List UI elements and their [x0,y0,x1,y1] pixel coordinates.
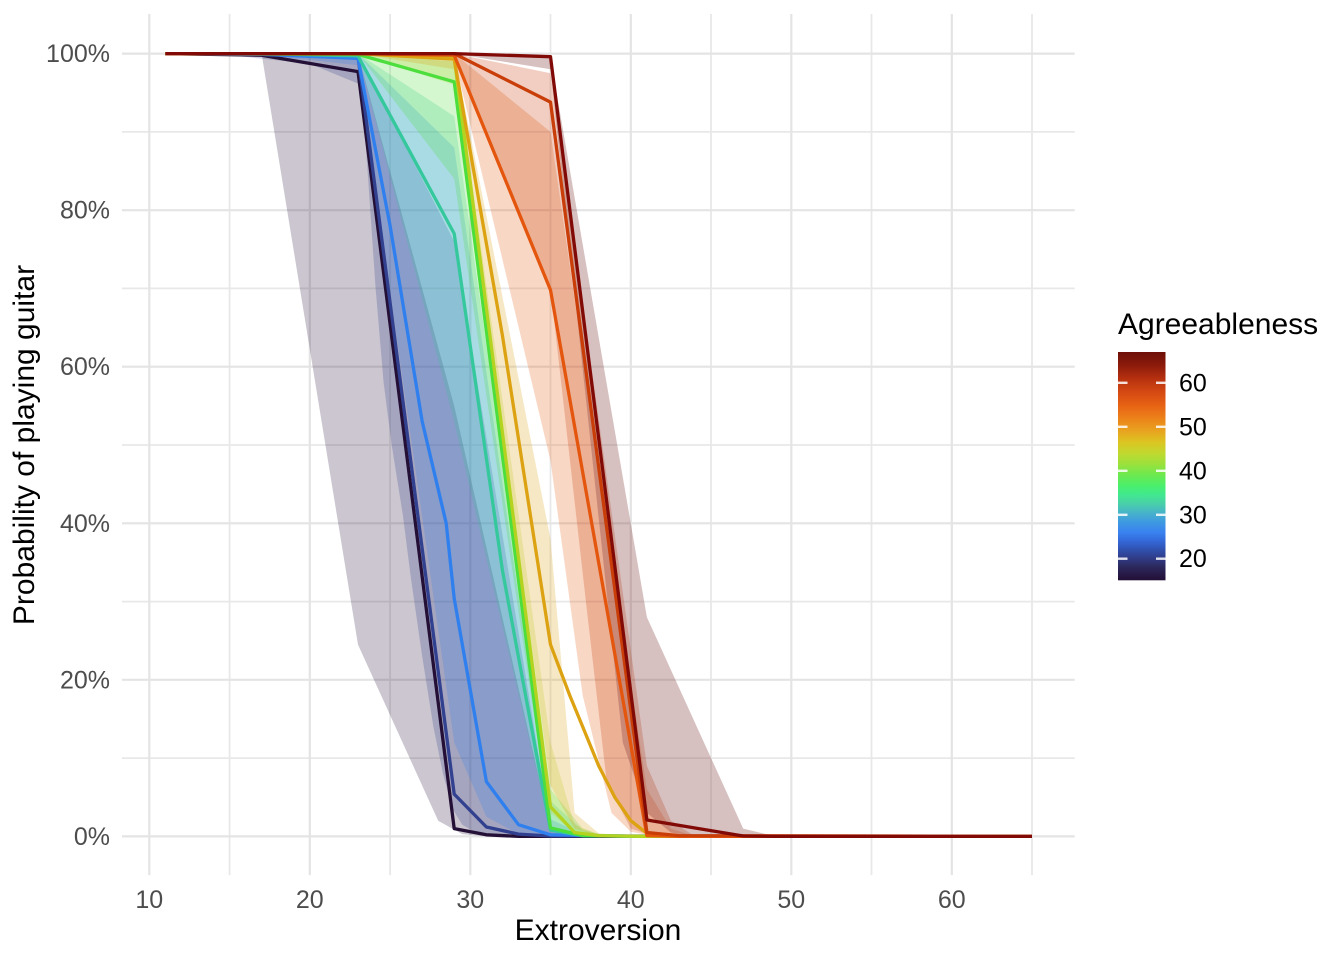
svg-text:100%: 100% [46,40,110,68]
svg-text:Probability of playing guitar: Probability of playing guitar [8,265,41,625]
svg-text:80%: 80% [60,197,110,225]
svg-text:20: 20 [296,886,324,914]
svg-text:50: 50 [777,886,805,914]
svg-text:60%: 60% [60,353,110,381]
svg-text:60: 60 [1179,369,1207,397]
svg-text:10: 10 [135,886,163,914]
svg-text:30: 30 [1179,501,1207,529]
svg-text:40%: 40% [60,510,110,538]
svg-text:0%: 0% [74,823,110,851]
svg-text:30: 30 [456,886,484,914]
svg-text:50: 50 [1179,413,1207,441]
svg-text:40: 40 [1179,457,1207,485]
svg-text:Agreeableness: Agreeableness [1118,308,1318,341]
svg-text:60: 60 [938,886,966,914]
svg-text:20: 20 [1179,545,1207,573]
svg-text:20%: 20% [60,666,110,694]
svg-text:Extroversion: Extroversion [515,914,682,947]
svg-text:40: 40 [617,886,645,914]
